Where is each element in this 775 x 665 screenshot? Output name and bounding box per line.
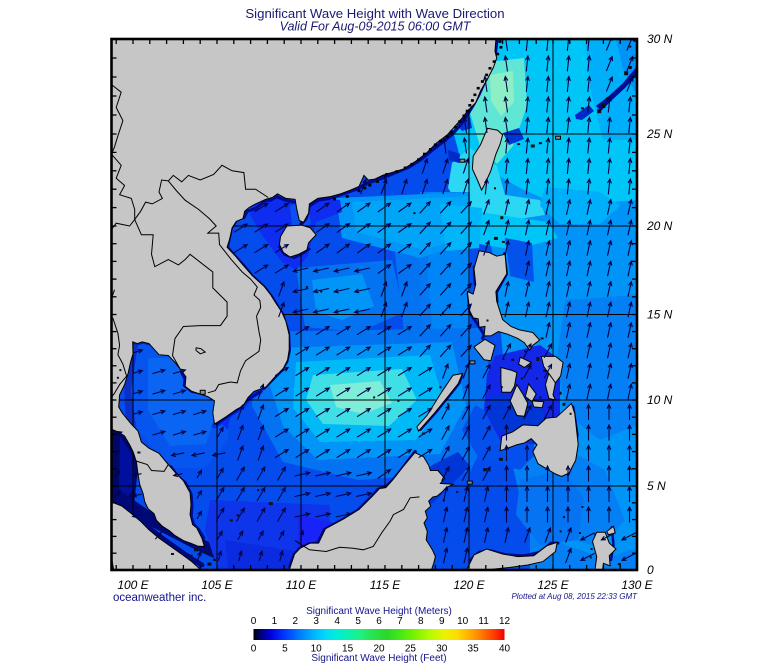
svg-text:3: 3: [313, 616, 319, 627]
svg-text:0: 0: [647, 563, 654, 577]
svg-text:9: 9: [439, 616, 445, 627]
svg-text:125 E: 125 E: [537, 578, 569, 592]
svg-text:11: 11: [478, 616, 489, 627]
svg-text:4: 4: [334, 616, 340, 627]
svg-text:6: 6: [376, 616, 382, 627]
svg-text:Significant Wave Height with W: Significant Wave Height with Wave Direct…: [245, 6, 504, 21]
svg-text:5: 5: [355, 616, 361, 627]
svg-text:110 E: 110 E: [286, 578, 317, 592]
svg-text:40: 40: [499, 644, 511, 655]
svg-text:120 E: 120 E: [453, 578, 485, 592]
svg-text:105 E: 105 E: [201, 578, 233, 592]
svg-text:20 N: 20 N: [646, 219, 673, 233]
svg-text:5: 5: [282, 644, 288, 655]
svg-text:Plotted at Aug 08, 2015 22:33: Plotted at Aug 08, 2015 22:33 GMT: [511, 592, 638, 601]
svg-text:35: 35: [468, 644, 480, 655]
svg-text:1: 1: [272, 616, 278, 627]
svg-text:15: 15: [342, 644, 354, 655]
svg-text:5 N: 5 N: [647, 479, 666, 493]
svg-text:12: 12: [499, 616, 511, 627]
svg-text:15 N: 15 N: [647, 308, 673, 322]
svg-text:10: 10: [457, 616, 469, 627]
svg-text:oceanweather inc.: oceanweather inc.: [113, 592, 206, 604]
svg-text:Significant Wave Height (Meter: Significant Wave Height (Meters): [306, 606, 452, 617]
svg-text:115 E: 115 E: [370, 578, 401, 592]
svg-text:0: 0: [251, 644, 257, 655]
svg-text:2: 2: [293, 616, 299, 627]
svg-text:20: 20: [373, 644, 385, 655]
svg-text:25: 25: [405, 644, 417, 655]
svg-text:10: 10: [311, 644, 323, 655]
svg-text:Significant Wave Height (Feet): Significant Wave Height (Feet): [311, 653, 446, 664]
svg-text:30: 30: [436, 644, 448, 655]
svg-text:Valid For Aug-09-2015 06:00 GM: Valid For Aug-09-2015 06:00 GMT: [280, 20, 472, 34]
svg-text:8: 8: [418, 616, 424, 627]
svg-text:10 N: 10 N: [647, 393, 673, 407]
svg-text:7: 7: [397, 616, 403, 627]
svg-text:0: 0: [251, 616, 257, 627]
svg-text:130 E: 130 E: [621, 578, 653, 592]
svg-text:100 E: 100 E: [117, 578, 149, 592]
svg-text:30 N: 30 N: [647, 32, 673, 46]
svg-text:25 N: 25 N: [646, 127, 673, 141]
